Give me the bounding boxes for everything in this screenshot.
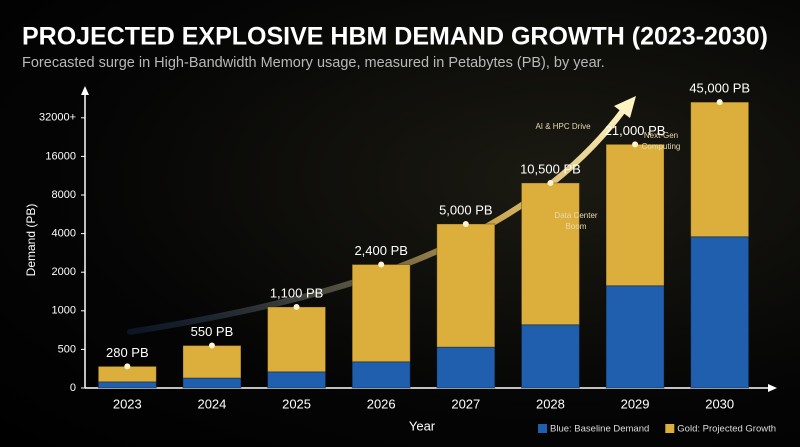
total-label: 550 PB: [191, 324, 234, 339]
total-label: 2,400 PB: [354, 243, 408, 258]
bar-segment: [436, 346, 496, 389]
x-tick-label: 2027: [451, 396, 480, 411]
bar-glow: [462, 220, 469, 227]
total-label: 5,000 PB: [439, 202, 493, 217]
bar-segment: [267, 371, 327, 389]
bar-segment: [267, 306, 327, 373]
chart-title: PROJECTED EXPLOSIVE HBM DEMAND GROWTH (2…: [22, 23, 768, 51]
legend-label: Gold: Projected Growth: [677, 424, 776, 435]
x-tick-label: 2029: [621, 396, 650, 411]
bar-segment: [605, 143, 665, 287]
x-tick-label: 2025: [282, 396, 311, 411]
bar-glow: [208, 342, 215, 349]
bar-segment: [351, 361, 411, 389]
trend-arrow-head: [614, 96, 636, 118]
total-label: 280 PB: [106, 345, 149, 360]
bar-segment: [520, 324, 580, 389]
bar-segment: [351, 263, 411, 363]
annotation: AI & HPC Drive: [535, 122, 591, 131]
y-tick-label: 500: [58, 343, 76, 355]
chart-subtitle: Forecasted surge in High-Bandwidth Memor…: [22, 55, 605, 71]
legend-swatch: [538, 424, 547, 433]
bar-glow: [547, 179, 554, 186]
bar-glow: [632, 141, 639, 148]
x-axis-arrow: [768, 384, 777, 392]
y-tick-label: 0: [70, 382, 76, 394]
total-label: 1,100 PB: [270, 285, 324, 300]
y-tick-label: 1000: [52, 305, 76, 317]
x-tick-label: 2026: [367, 396, 396, 411]
bar-segment: [605, 285, 665, 389]
trend-arrow: [127, 105, 628, 335]
legend-label: Blue: Baseline Demand: [550, 424, 649, 435]
annotation: Next-Gen Computing: [641, 131, 681, 151]
bar-segment: [690, 236, 750, 389]
bar-segment: [182, 377, 242, 389]
bar-segment: [97, 381, 157, 389]
y-tick-label: 32000+: [39, 112, 76, 124]
legend-swatch: [665, 424, 675, 433]
x-axis-label: Year: [409, 418, 436, 433]
bar-segment: [520, 182, 580, 326]
x-tick-label: 2028: [536, 396, 565, 411]
annotation: Data Center Boom: [554, 211, 598, 231]
total-label: 21,000 PB: [605, 123, 666, 138]
x-tick-label: 2023: [113, 396, 142, 411]
bar-glow: [378, 261, 385, 268]
x-tick-label: 2024: [197, 396, 226, 411]
y-tick-label: 8000: [52, 189, 76, 201]
x-tick-label: 2030: [705, 396, 734, 411]
y-axis-arrow: [81, 86, 89, 95]
total-label: 10,500 PB: [520, 161, 581, 176]
bar-glow: [293, 303, 300, 310]
total-label: 45,000 PB: [689, 81, 750, 96]
y-axis-label: Demand (PB): [24, 204, 38, 277]
bar-segment: [690, 101, 750, 238]
y-tick-label: 2000: [52, 266, 76, 278]
y-tick-label: 4000: [52, 228, 76, 240]
bar-segment: [182, 345, 242, 379]
bar-glow: [716, 99, 723, 106]
bar-segment: [436, 223, 496, 348]
bar-glow: [124, 363, 131, 370]
y-tick-label: 16000: [45, 150, 76, 162]
